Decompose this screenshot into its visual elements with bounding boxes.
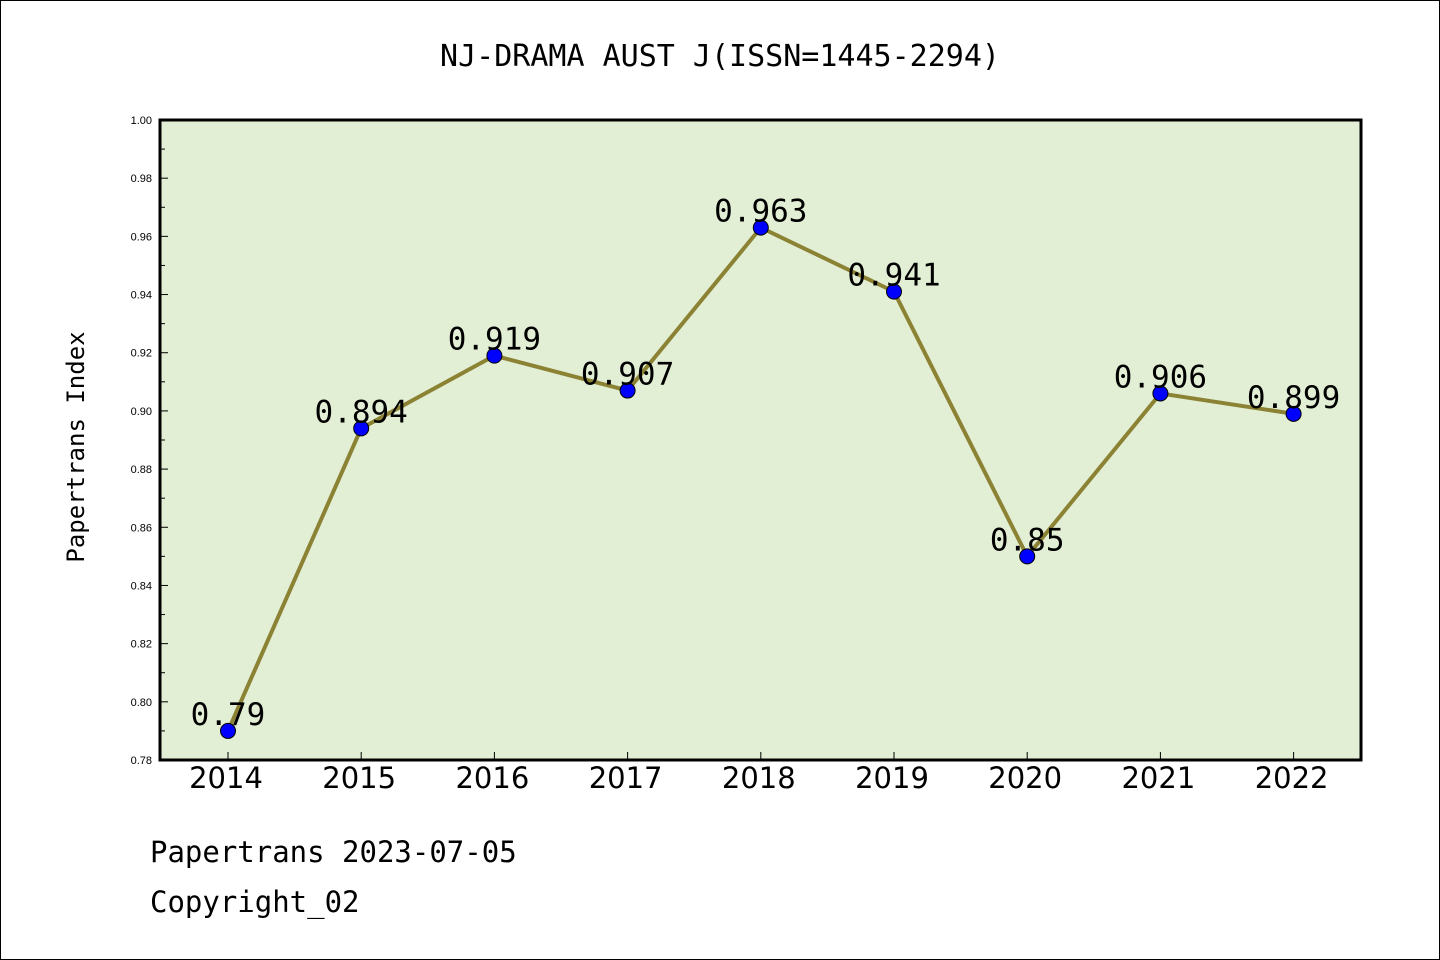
data-label: 0.919 [448, 322, 541, 358]
y-tick-label: 0.80 [131, 697, 152, 709]
x-tick-label: 2020 [988, 761, 1062, 795]
data-point [1019, 548, 1036, 565]
x-tick-label: 2015 [322, 761, 396, 795]
y-tick-label: 0.88 [131, 464, 152, 476]
y-tick-label: 0.82 [131, 639, 152, 651]
chart-title: NJ-DRAMA AUST J(ISSN=1445-2294) [440, 39, 1000, 74]
data-label: 0.85 [990, 522, 1065, 558]
x-tick-label: 2014 [189, 761, 263, 795]
data-label: 0.906 [1114, 359, 1207, 395]
y-tick-label: 0.90 [131, 406, 152, 418]
data-point [752, 219, 769, 236]
x-tick-label: 2017 [589, 761, 663, 795]
data-labels: 0.79 0.894 0.919 0.907 0.963 0.941 0.85 0.906 0.… [191, 194, 1341, 733]
y-tick-label: 0.84 [131, 580, 152, 592]
data-label: 0.941 [847, 258, 940, 294]
data-label: 0.899 [1247, 380, 1340, 416]
y-tick-label: 0.94 [131, 290, 152, 302]
x-tick-label: 2019 [855, 761, 929, 795]
data-point [1285, 405, 1302, 422]
y-tick-label: 0.96 [131, 231, 152, 243]
y-axis-label: Papertrans Index [62, 331, 90, 562]
data-point [886, 283, 902, 300]
data-point [1152, 385, 1169, 402]
data-label: 0.79 [191, 697, 266, 733]
data-point [220, 722, 236, 739]
data-label: 0.894 [315, 394, 408, 430]
footer-copyright: Copyright_02 [150, 885, 360, 919]
x-tick-label: 2016 [455, 761, 529, 795]
x-tick-label: 2022 [1255, 761, 1329, 795]
y-tick-label: 1.00 [131, 115, 152, 127]
data-point [353, 420, 370, 437]
footer-date: Papertrans 2023-07-05 [150, 835, 517, 869]
y-tick-label: 0.92 [131, 348, 152, 360]
y-tick-label: 0.78 [131, 755, 152, 767]
y-tick-label: 0.98 [131, 173, 152, 185]
data-label: 0.907 [581, 357, 674, 393]
series-index [220, 219, 1302, 739]
data-point [486, 347, 503, 364]
x-tick-label: 2021 [1121, 761, 1195, 795]
data-point [619, 382, 636, 399]
y-tick-label: 0.86 [131, 522, 152, 534]
x-tick-label: 2018 [722, 761, 796, 795]
x-axis-ticks: 2014 2015 2016 2017 2018 2019 2020 2021 2022 [189, 752, 1329, 795]
y-axis-ticks: 0.78 0.80 0.82 0.84 0.86 0.88 0.90 0.92 0.94 0.96… [131, 115, 168, 767]
data-label: 0.963 [714, 194, 807, 230]
